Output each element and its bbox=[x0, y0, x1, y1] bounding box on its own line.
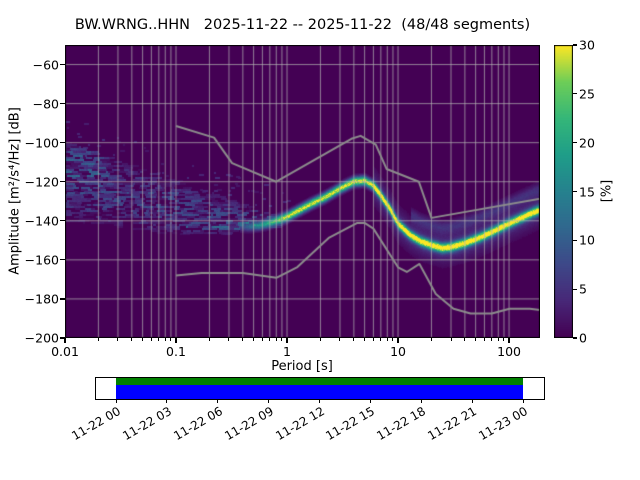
colorbar-tick-label: 15 bbox=[579, 184, 595, 199]
x-tick-mark bbox=[286, 338, 288, 343]
x-minor-tick-mark bbox=[483, 338, 485, 341]
x-minor-tick-mark bbox=[372, 338, 374, 341]
x-minor-tick-mark bbox=[131, 338, 133, 341]
y-axis-label: Amplitude [m²/s⁴/Hz] [dB] bbox=[7, 107, 23, 275]
x-minor-tick-mark bbox=[339, 338, 341, 341]
colorbar-tick-mark bbox=[573, 190, 577, 193]
timeline-tick-mark bbox=[471, 400, 473, 403]
x-tick-mark bbox=[175, 338, 177, 343]
timeline-date-label: 11-22 15 bbox=[323, 404, 378, 444]
y-tick-label: −60 bbox=[32, 57, 59, 73]
x-minor-tick-mark bbox=[150, 338, 152, 341]
timeline-date-label: 11-22 00 bbox=[69, 404, 123, 444]
x-tick-label: 10 bbox=[390, 344, 406, 359]
x-tick-mark bbox=[397, 338, 399, 343]
x-minor-tick-mark bbox=[142, 338, 144, 341]
timeline-date-label: 11-23 00 bbox=[476, 404, 530, 444]
colorbar-tick-label: 30 bbox=[579, 37, 595, 53]
x-tick-label: 100 bbox=[497, 344, 521, 359]
x-minor-tick-mark bbox=[269, 338, 271, 341]
colorbar-tick-label: 10 bbox=[579, 232, 595, 248]
y-tick-label: −100 bbox=[24, 135, 59, 151]
x-minor-tick-mark bbox=[503, 338, 505, 341]
x-minor-tick-mark bbox=[261, 338, 263, 341]
x-minor-tick-mark bbox=[170, 338, 172, 341]
colorbar-tick-mark bbox=[573, 239, 577, 241]
colorbar-gradient bbox=[554, 45, 573, 338]
x-minor-tick-mark bbox=[275, 338, 277, 341]
timeline-tick-mark bbox=[217, 400, 219, 403]
x-minor-tick-mark bbox=[450, 338, 452, 341]
x-minor-tick-mark bbox=[164, 338, 166, 341]
timeline-coverage-bar bbox=[116, 385, 523, 399]
x-minor-tick-mark bbox=[281, 338, 283, 341]
x-minor-tick-mark bbox=[319, 338, 321, 341]
y-tick-label: −160 bbox=[24, 252, 59, 268]
x-minor-tick-mark bbox=[208, 338, 210, 341]
timeline-tick-mark bbox=[420, 400, 422, 403]
colorbar-tick-mark bbox=[573, 93, 577, 95]
colorbar-tick-mark bbox=[573, 337, 577, 339]
x-minor-tick-mark bbox=[353, 338, 355, 341]
x-minor-tick-mark bbox=[117, 338, 119, 341]
x-minor-tick-mark bbox=[430, 338, 432, 341]
timeline-tick-mark bbox=[369, 400, 371, 403]
timeline-date-label: 11-22 06 bbox=[171, 404, 225, 444]
colorbar-tick-label: 20 bbox=[579, 135, 595, 151]
timeline-tick-mark bbox=[166, 400, 168, 403]
colorbar-tick-label: 0 bbox=[579, 330, 587, 346]
x-minor-tick-mark bbox=[497, 338, 499, 341]
x-tick-label: 1 bbox=[283, 344, 291, 359]
x-minor-tick-mark bbox=[242, 338, 244, 341]
y-tick-label: −180 bbox=[24, 291, 59, 307]
x-minor-tick-mark bbox=[364, 338, 366, 341]
timeline-box bbox=[95, 377, 545, 400]
x-tick-label: 0.1 bbox=[166, 344, 186, 359]
timeline-used-bar bbox=[116, 378, 523, 385]
ppsd-heatmap-canvas bbox=[65, 45, 540, 338]
y-tick-label: −140 bbox=[24, 213, 59, 229]
colorbar-tick-mark bbox=[573, 142, 577, 144]
colorbar-tick-label: 5 bbox=[579, 281, 587, 297]
timeline-date-label: 11-22 21 bbox=[425, 404, 480, 444]
timeline-tick-mark bbox=[522, 400, 524, 403]
y-tick-label: −120 bbox=[24, 174, 59, 190]
timeline-tick-mark bbox=[268, 400, 270, 403]
plot-title: BW.WRNG..HHN 2025-11-22 -- 2025-11-22 (4… bbox=[74, 17, 531, 33]
x-minor-tick-mark bbox=[475, 338, 477, 341]
timeline-tick-mark bbox=[319, 400, 320, 403]
colorbar-tick-mark bbox=[573, 288, 577, 290]
x-minor-tick-mark bbox=[97, 338, 99, 341]
x-minor-tick-mark bbox=[253, 338, 255, 341]
x-minor-tick-mark bbox=[386, 338, 388, 341]
timeline-date-label: 11-22 03 bbox=[120, 404, 174, 444]
colorbar-tick-label: 25 bbox=[579, 86, 595, 102]
x-tick-mark bbox=[64, 338, 66, 343]
x-minor-tick-mark bbox=[464, 338, 466, 341]
x-tick-label: 0.01 bbox=[51, 344, 79, 359]
timeline-date-label: 11-22 12 bbox=[272, 404, 327, 444]
y-tick-label: −200 bbox=[24, 330, 59, 346]
colorbar-tick-mark bbox=[573, 44, 577, 46]
x-minor-tick-mark bbox=[491, 338, 493, 341]
x-minor-tick-mark bbox=[392, 338, 394, 341]
timeline-date-label: 11-22 09 bbox=[221, 404, 276, 444]
y-tick-label: −80 bbox=[32, 96, 59, 112]
x-minor-tick-mark bbox=[228, 338, 230, 341]
x-axis-label: Period [s] bbox=[271, 359, 333, 374]
x-minor-tick-mark bbox=[158, 338, 160, 341]
timeline-date-label: 11-22 18 bbox=[374, 404, 429, 444]
timeline-tick-mark bbox=[115, 400, 117, 403]
x-minor-tick-mark bbox=[380, 338, 382, 341]
colorbar-label: [%] bbox=[599, 179, 615, 203]
x-tick-mark bbox=[508, 338, 510, 343]
